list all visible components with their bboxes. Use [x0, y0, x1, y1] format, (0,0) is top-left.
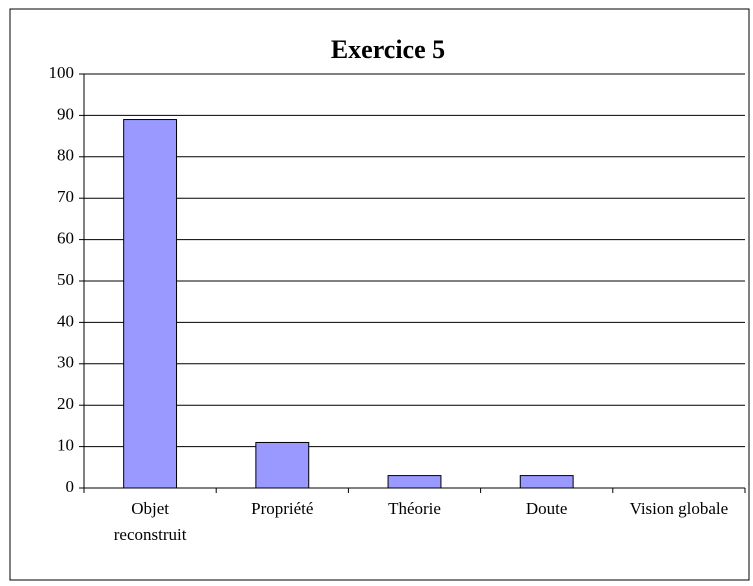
x-tick-label: Doute	[525, 499, 568, 518]
y-tick-label: 20	[57, 394, 74, 413]
y-tick-label: 0	[66, 477, 75, 496]
x-tick-label: Objet reconstruit	[113, 499, 187, 544]
y-tick-label: 40	[57, 311, 74, 330]
y-tick-label: 70	[57, 187, 74, 206]
x-tick-label: Théorie	[388, 499, 441, 518]
y-tick-label: 30	[57, 353, 74, 372]
y-tick-label: 60	[57, 229, 74, 248]
y-tick-label: 10	[57, 436, 74, 455]
bar	[519, 475, 574, 489]
y-tick-label: 90	[57, 104, 74, 123]
chart-frame	[9, 8, 750, 581]
y-tick-label: 100	[49, 63, 75, 82]
y-tick-label: 80	[57, 146, 74, 165]
chart-title: Exercice 5	[331, 35, 445, 64]
y-tick-label: 50	[57, 270, 74, 289]
x-tick-label: Propriété	[251, 499, 314, 518]
x-tick-label: Vision globale	[629, 499, 729, 518]
bar	[255, 441, 310, 489]
bar	[387, 475, 442, 489]
bar	[123, 119, 178, 489]
